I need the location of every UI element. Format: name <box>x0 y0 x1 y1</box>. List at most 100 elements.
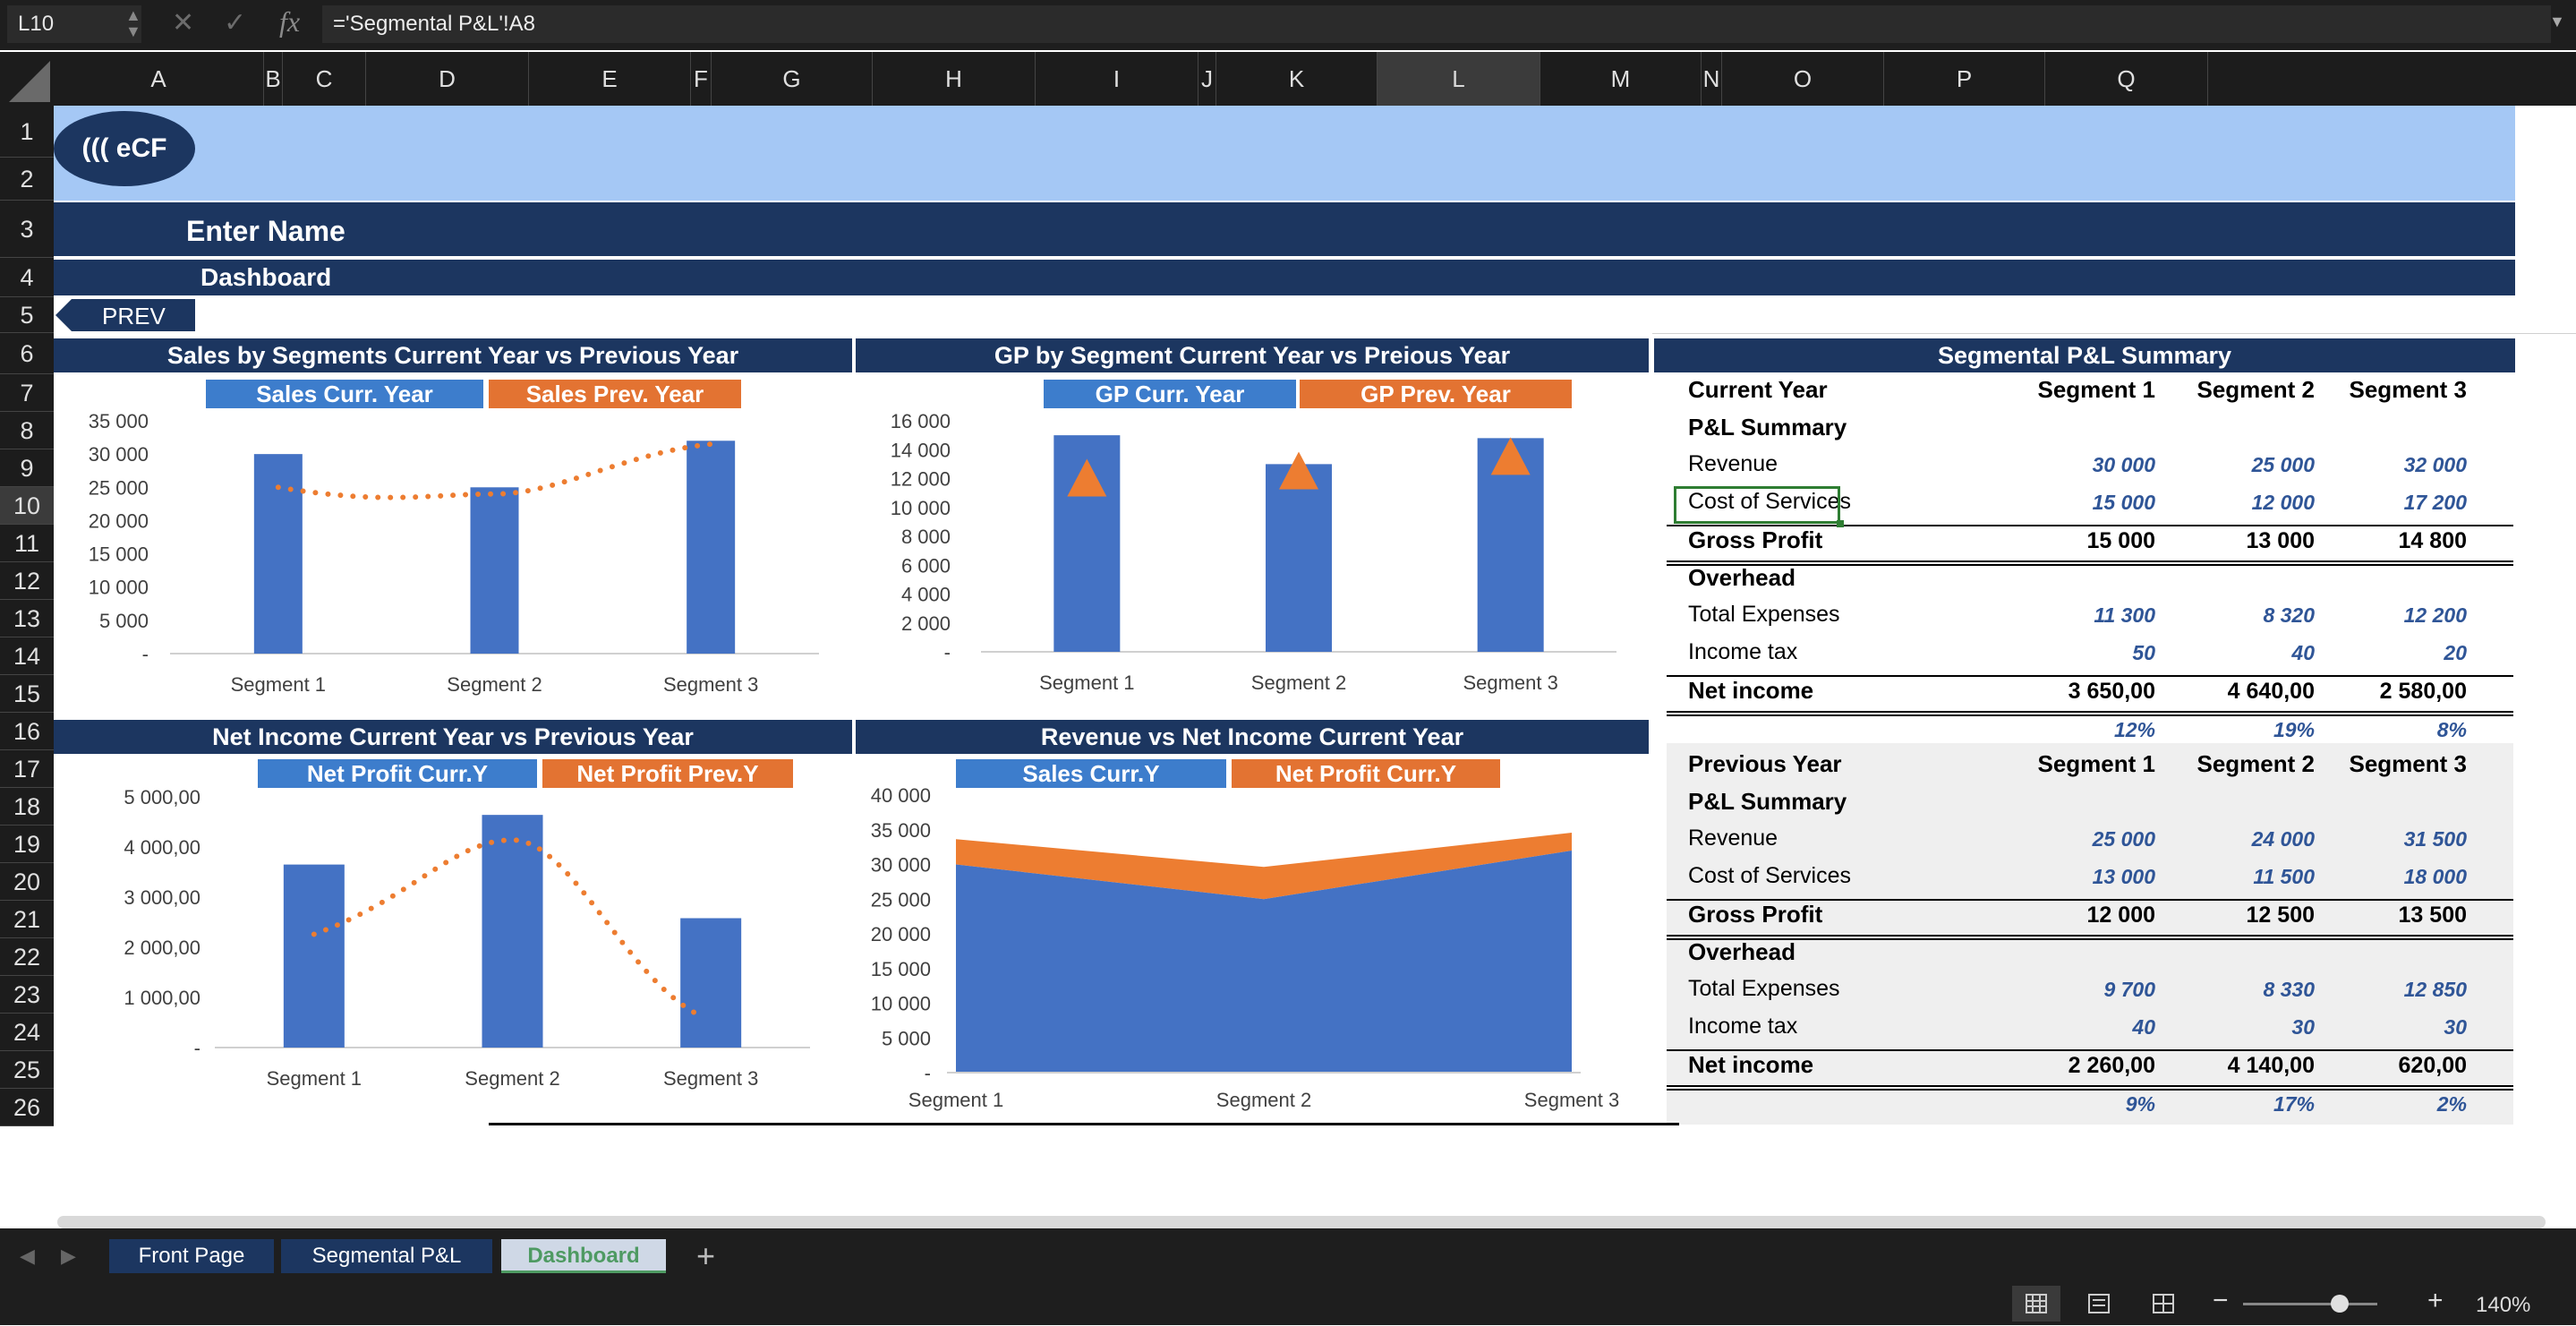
row-header-24[interactable]: 24 <box>0 1014 54 1051</box>
previous-year-background <box>1667 743 2513 1125</box>
sales-area <box>956 851 1572 1073</box>
row-header-10[interactable]: 10 <box>0 487 54 525</box>
previous-totalexp-value: 9 700 <box>2103 978 2155 1001</box>
formula-input[interactable]: ='Segmental P&L'!A8 <box>322 5 2551 43</box>
tab-segmental-pl[interactable]: Segmental P&L <box>281 1239 492 1273</box>
row-header-15[interactable]: 15 <box>0 675 54 713</box>
column-header-j[interactable]: J <box>1198 52 1216 106</box>
y-tick-label: 3 000,00 <box>124 886 200 909</box>
column-header-c[interactable]: C <box>283 52 366 106</box>
row-header-22[interactable]: 22 <box>0 938 54 976</box>
row-header-17[interactable]: 17 <box>0 750 54 788</box>
column-header-q[interactable]: Q <box>2045 52 2208 106</box>
zoom-out-icon[interactable]: − <box>2213 1286 2229 1315</box>
row-header-11[interactable]: 11 <box>0 525 54 562</box>
fill-handle[interactable] <box>1837 520 1844 527</box>
column-header-n[interactable]: N <box>1702 52 1722 106</box>
summary-rule <box>1667 675 2513 677</box>
column-header-f[interactable]: F <box>691 52 712 106</box>
fx-icon[interactable]: fx <box>279 5 301 38</box>
previous-gross-label: Gross Profit <box>1688 901 1823 928</box>
bar-2 <box>1266 464 1332 652</box>
column-header-l[interactable]: L <box>1378 52 1540 106</box>
current-gross-value: 13 000 <box>2246 528 2315 553</box>
current-year-label: Current Year <box>1688 376 1828 403</box>
column-header-i[interactable]: I <box>1036 52 1198 106</box>
row-header-5[interactable]: 5 <box>0 297 54 333</box>
y-tick-label: - <box>944 641 951 663</box>
tab-scroll-right-icon[interactable]: ▶ <box>61 1245 76 1267</box>
dashboard-bar <box>54 260 2515 295</box>
summary-rule <box>1667 1089 2513 1091</box>
company-name: Enter Name <box>186 215 345 247</box>
y-tick-label: 14 000 <box>891 439 951 461</box>
column-header-m[interactable]: M <box>1540 52 1702 106</box>
y-tick-label: - <box>194 1037 200 1059</box>
row-header-7[interactable]: 7 <box>0 374 54 412</box>
netincome-chart: 5 000,00 4 000,00 3 000,00 2 000,00 1 000,00… <box>124 788 810 1090</box>
name-box[interactable]: L10 <box>7 5 141 43</box>
column-header-p[interactable]: P <box>1884 52 2045 106</box>
y-tick-label: 5 000,00 <box>124 788 200 808</box>
zoom-slider[interactable] <box>2243 1303 2377 1305</box>
column-header-b[interactable]: B <box>264 52 283 106</box>
current-net-label: Net income <box>1688 677 1814 704</box>
column-header-g[interactable]: G <box>712 52 873 106</box>
row-header-bar <box>0 106 54 1126</box>
row-header-9[interactable]: 9 <box>0 449 54 487</box>
column-header-a[interactable]: A <box>54 52 264 106</box>
bar-1 <box>283 864 345 1048</box>
select-all-corner[interactable] <box>0 52 54 106</box>
row-header-18[interactable]: 18 <box>0 788 54 826</box>
prev-button-label: PREV <box>102 303 166 329</box>
netincome-chart-title: Net Income Current Year vs Previous Year <box>54 720 852 754</box>
previous-net-value: 2 260,00 <box>2068 1053 2155 1078</box>
selected-cell-border[interactable] <box>1674 486 1840 524</box>
row-header-23[interactable]: 23 <box>0 976 54 1014</box>
tab-front-page[interactable]: Front Page <box>109 1239 274 1273</box>
row-header-26[interactable]: 26 <box>0 1089 54 1126</box>
normal-view-icon[interactable] <box>2012 1286 2060 1322</box>
current-cos-value: 17 200 <box>2403 491 2467 514</box>
dashboard-label: Dashboard <box>200 263 332 291</box>
add-sheet-icon[interactable]: + <box>696 1237 716 1274</box>
row-header-13[interactable]: 13 <box>0 600 54 637</box>
column-header-d[interactable]: D <box>366 52 529 106</box>
row-header-21[interactable]: 21 <box>0 901 54 938</box>
formula-expand-icon[interactable]: ▼ <box>2549 13 2565 30</box>
page-break-view-icon[interactable] <box>2139 1286 2188 1326</box>
name-bar <box>54 202 2515 256</box>
row-header-16[interactable]: 16 <box>0 713 54 750</box>
previous-cos-value: 18 000 <box>2403 865 2467 888</box>
prev-button[interactable]: PREV <box>55 299 195 331</box>
sales-legend-current: Sales Curr. Year <box>206 380 483 408</box>
row-header-20[interactable]: 20 <box>0 863 54 901</box>
column-header-bar <box>0 52 2576 106</box>
row-header-19[interactable]: 19 <box>0 826 54 863</box>
row-header-6[interactable]: 6 <box>0 333 54 374</box>
row-header-12[interactable]: 12 <box>0 562 54 600</box>
column-header-o[interactable]: O <box>1722 52 1884 106</box>
row-header-25[interactable]: 25 <box>0 1051 54 1089</box>
enter-icon[interactable]: ✓ <box>224 8 247 38</box>
row-header-14[interactable]: 14 <box>0 637 54 675</box>
row-header-4[interactable]: 4 <box>0 258 54 297</box>
row-header-3[interactable]: 3 <box>0 201 54 258</box>
column-header-e[interactable]: E <box>529 52 691 106</box>
gp-legend-previous: GP Prev. Year <box>1300 380 1572 408</box>
y-tick-label: 40 000 <box>871 788 931 807</box>
column-header-k[interactable]: K <box>1216 52 1378 106</box>
page-layout-view-icon[interactable] <box>2075 1286 2123 1326</box>
row-header-1[interactable]: 1 <box>0 106 54 158</box>
tab-scroll-left-icon[interactable]: ◀ <box>20 1245 35 1267</box>
y-tick-label: 15 000 <box>89 543 149 566</box>
row-header-8[interactable]: 8 <box>0 412 54 449</box>
row-header-2[interactable]: 2 <box>0 158 54 201</box>
zoom-slider-thumb[interactable] <box>2331 1295 2349 1313</box>
tab-dashboard[interactable]: Dashboard <box>501 1239 666 1273</box>
zoom-in-icon[interactable]: + <box>2427 1286 2444 1315</box>
cancel-icon[interactable]: ✕ <box>172 8 195 38</box>
column-header-h[interactable]: H <box>873 52 1036 106</box>
name-box-stepper-icon[interactable]: ▲ ▼ <box>125 6 141 40</box>
horizontal-scrollbar[interactable] <box>57 1216 2546 1228</box>
